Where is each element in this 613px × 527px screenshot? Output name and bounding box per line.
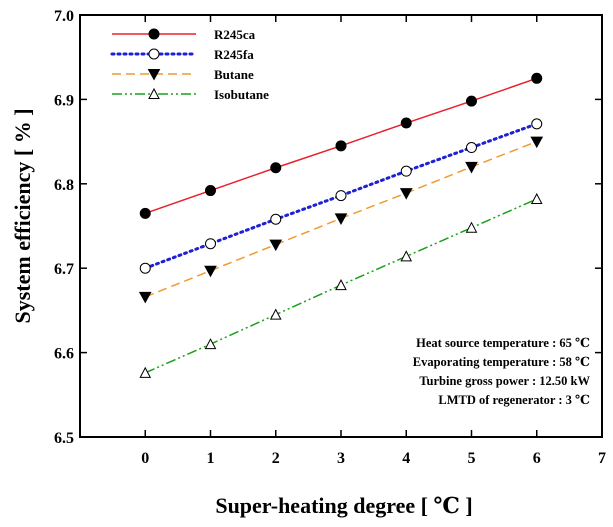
y-tick-label: 6.5	[54, 430, 74, 447]
data-point	[148, 87, 160, 99]
data-point	[139, 207, 151, 219]
data-point	[530, 192, 543, 204]
x-axis-title: Super-heating degree [ ℃ ]	[215, 493, 472, 518]
axes: 6.5 6.6 6.7 6.8 6.9 7.0 0 1 2 3 4 5 6 7	[54, 8, 606, 467]
data-point	[334, 213, 348, 225]
annotation-line: Evaporating temperature : 58 ℃	[413, 355, 590, 369]
data-point	[148, 48, 160, 60]
legend-item: Butane	[112, 67, 254, 82]
y-tick-label: 6.9	[54, 92, 74, 109]
x-tick-label: 0	[141, 450, 149, 467]
data-point	[399, 188, 413, 200]
data-point	[465, 161, 478, 174]
legend-item: Isobutane	[112, 87, 269, 102]
x-tick-label: 1	[207, 450, 215, 467]
data-point	[466, 95, 477, 107]
x-tick-label: 7	[598, 450, 606, 467]
x-tick-label: 2	[272, 450, 280, 467]
series-r245fa	[139, 118, 543, 274]
data-point	[270, 162, 282, 174]
data-point	[269, 308, 282, 320]
legend-label: Butane	[214, 67, 254, 82]
data-point	[400, 250, 413, 262]
series-r245ca	[139, 72, 543, 219]
data-point	[269, 239, 283, 252]
data-point	[147, 69, 161, 81]
y-tick-label: 6.7	[54, 261, 74, 278]
data-point	[335, 140, 347, 152]
y-tick-label: 6.6	[54, 346, 74, 363]
x-tick-label: 4	[402, 450, 410, 467]
annotation-box: Heat source temperature : 65 ℃ Evaporatin…	[413, 336, 591, 407]
data-point	[335, 190, 347, 202]
series-isobutane	[139, 192, 543, 378]
data-point	[205, 185, 216, 197]
legend-label: Isobutane	[214, 87, 269, 102]
data-point	[139, 366, 152, 378]
legend-label: R245ca	[214, 27, 256, 42]
data-point	[204, 338, 217, 350]
data-point	[148, 28, 160, 40]
legend-item: R245fa	[110, 47, 254, 62]
data-point	[530, 136, 544, 149]
x-tick-label: 6	[533, 450, 541, 467]
data-point	[139, 262, 151, 274]
data-point	[400, 117, 412, 129]
series-butane	[138, 136, 544, 304]
legend: R245ca R245fa Butane Isobutane	[110, 27, 269, 102]
data-point	[205, 238, 216, 250]
annotation-line: Heat source temperature : 65 ℃	[416, 336, 590, 350]
annotation-line: LMTD of regenerator : 3 ℃	[438, 393, 590, 407]
data-point	[270, 213, 282, 225]
data-point	[204, 265, 217, 278]
data-point	[466, 142, 477, 154]
y-axis-title: System efficiency [ % ]	[10, 108, 35, 323]
data-point	[335, 279, 347, 291]
data-point	[138, 291, 152, 304]
x-tick-label: 3	[337, 450, 345, 467]
data-point	[400, 165, 412, 177]
y-tick-label: 6.8	[54, 177, 74, 194]
data-point	[531, 118, 543, 130]
data-point	[465, 221, 478, 233]
annotation-line: Turbine gross power : 12.50 kW	[419, 374, 590, 388]
series-layer	[138, 72, 544, 378]
y-tick-label: 7.0	[54, 8, 74, 25]
legend-label: R245fa	[214, 47, 254, 62]
legend-item: R245ca	[112, 27, 256, 42]
data-point	[531, 72, 543, 84]
x-tick-label: 5	[468, 450, 476, 467]
